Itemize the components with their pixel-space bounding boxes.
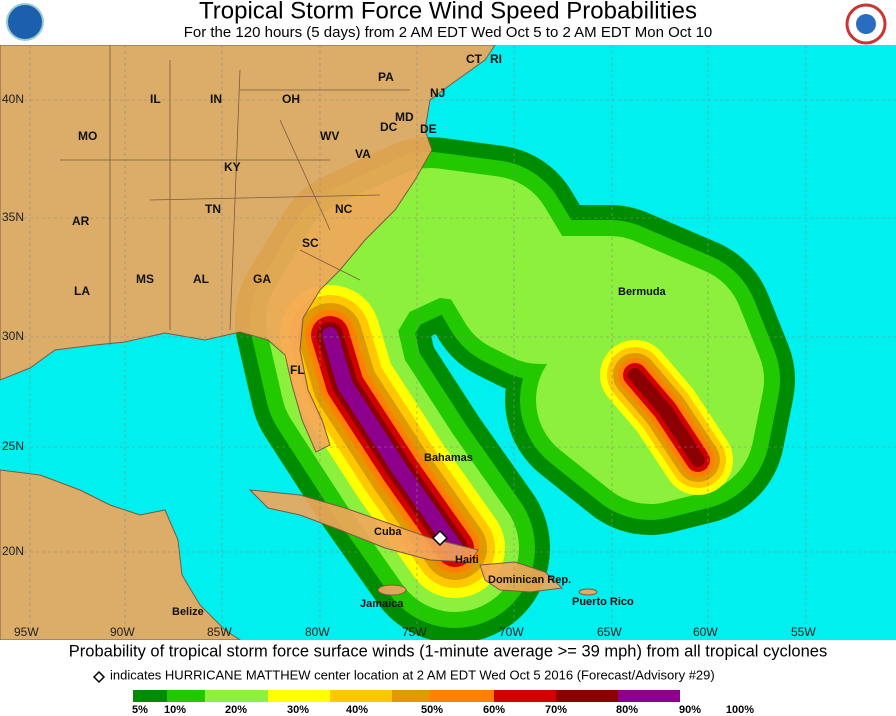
swath-level xyxy=(322,327,463,556)
region-label: CT xyxy=(466,52,483,66)
land xyxy=(0,44,598,641)
lon-label: 55W xyxy=(791,625,816,639)
swath-level xyxy=(628,368,705,467)
legend-swatch xyxy=(167,690,205,702)
region-label: IL xyxy=(150,92,161,106)
lat-label: 35N xyxy=(2,210,24,224)
noaa-logo xyxy=(6,3,44,41)
marker-key xyxy=(92,670,106,684)
footer-band xyxy=(0,640,896,716)
legend-label: 100% xyxy=(726,704,754,716)
place-label: Puerto Rico xyxy=(572,596,634,608)
title: Tropical Storm Force Wind Speed Probabil… xyxy=(199,0,697,24)
region-label: NC xyxy=(335,202,353,216)
header-band xyxy=(0,0,896,45)
legend-label: 30% xyxy=(287,704,309,716)
lon-label: 75W xyxy=(402,625,427,639)
region-label: GA xyxy=(253,272,271,286)
region-label: DE xyxy=(420,122,437,136)
legend-swatch xyxy=(556,690,618,702)
puerto-rico xyxy=(578,588,598,596)
region-label: WV xyxy=(320,129,339,143)
legend-label: 60% xyxy=(483,704,505,716)
place-label: Belize xyxy=(172,606,204,618)
jamaica xyxy=(377,584,407,596)
region-label: LA xyxy=(74,284,90,298)
lat-label: 30N xyxy=(2,329,24,343)
legend-label: 5% xyxy=(132,704,148,716)
place-label: Cuba xyxy=(374,526,402,538)
region-label: AR xyxy=(72,214,90,228)
legend-label: 80% xyxy=(616,704,638,716)
border-lines xyxy=(60,45,410,345)
region-label: AL xyxy=(193,272,209,286)
legend-swatch xyxy=(133,690,167,702)
nws-logo-center xyxy=(856,14,876,34)
legend-swatch xyxy=(268,690,330,702)
lat-label: 25N xyxy=(2,439,24,453)
lon-label: 90W xyxy=(110,625,135,639)
hispaniola xyxy=(479,561,564,593)
region-label: MS xyxy=(136,272,154,286)
region-label: RI xyxy=(490,52,502,66)
lat-label: 40N xyxy=(2,92,24,106)
caption: Probability of tropical storm force surf… xyxy=(69,642,827,660)
legend: 5% 10% 20% 30% 40% 50% 60% 70% 80% 90% 100% xyxy=(132,690,754,716)
region-label: IN xyxy=(210,92,222,106)
place-label: Bermuda xyxy=(618,286,667,298)
legend-label: 70% xyxy=(545,704,567,716)
region-label: DC xyxy=(380,120,398,134)
legend-swatch xyxy=(618,690,680,702)
region-label: MO xyxy=(78,129,97,143)
legend-label: 10% xyxy=(164,704,186,716)
place-label: Dominican Rep. xyxy=(488,574,571,586)
region-label: OH xyxy=(282,92,300,106)
legend-label: 40% xyxy=(346,704,368,716)
lon-label: 70W xyxy=(499,625,524,639)
legend-label: 50% xyxy=(421,704,443,716)
legend-swatch xyxy=(392,690,430,702)
legend-swatch xyxy=(205,690,268,702)
lon-label: 65W xyxy=(597,625,622,639)
lon-label: 80W xyxy=(305,625,330,639)
legend-label: 20% xyxy=(225,704,247,716)
cuba xyxy=(248,489,479,563)
marker-note: indicates HURRICANE MATTHEW center locat… xyxy=(110,667,715,682)
legend-swatch xyxy=(430,690,494,702)
legend-label: 90% xyxy=(679,704,701,716)
lon-label: 60W xyxy=(693,625,718,639)
lon-label: 85W xyxy=(207,625,232,639)
probability-swath xyxy=(235,137,795,643)
subtitle: For the 120 hours (5 days) from 2 AM EDT… xyxy=(184,24,713,41)
lon-label: 95W xyxy=(14,625,39,639)
region-label: SC xyxy=(302,236,319,250)
region-label: VA xyxy=(355,147,371,161)
region-label: TN xyxy=(205,202,221,216)
storm-center-marker xyxy=(431,529,449,547)
lat-label: 20N xyxy=(2,544,24,558)
region-label: PA xyxy=(378,70,394,84)
region-label: MD xyxy=(395,110,414,124)
place-label: Jamaica xyxy=(360,598,404,610)
place-label: Bahamas xyxy=(424,452,473,464)
place-label: Haiti xyxy=(455,554,479,566)
legend-swatch xyxy=(330,690,392,702)
state-borders xyxy=(60,45,410,345)
legend-swatch xyxy=(494,690,556,702)
region-label: KY xyxy=(224,160,241,174)
region-label: NJ xyxy=(430,86,445,100)
region-label: FL xyxy=(290,363,305,377)
